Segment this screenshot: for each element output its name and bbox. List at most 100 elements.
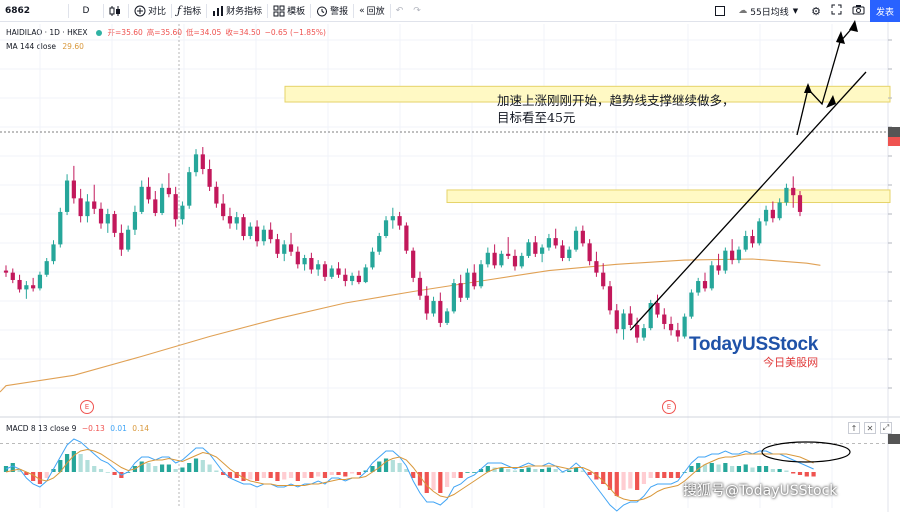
candle-body	[234, 217, 239, 224]
legend-symbol[interactable]: HAIDILAO · 1D · HKEX	[6, 28, 88, 37]
logo-english-text: TodayUSStock	[689, 334, 819, 355]
candle	[44, 258, 49, 277]
compare-button[interactable]: 对比	[129, 0, 171, 22]
alert-label: 警报	[330, 7, 349, 17]
macd-histogram-bar	[288, 472, 294, 478]
macd-histogram-bar	[98, 469, 104, 472]
candle	[411, 247, 416, 283]
macd-legend[interactable]: MACD 8 13 close 9 −0.13 0.01 0.14	[6, 424, 149, 433]
toolbar-divider	[103, 3, 104, 18]
candlesticks	[3, 147, 803, 343]
candle	[668, 316, 674, 336]
last-price-label	[888, 136, 900, 146]
candle	[485, 247, 490, 268]
candle-body	[139, 186, 144, 212]
alert-button[interactable]: 警报	[311, 0, 353, 22]
candle	[64, 174, 70, 216]
candle	[797, 191, 803, 217]
templates-button[interactable]: 模板	[268, 0, 310, 22]
candle-body	[791, 187, 796, 196]
candle	[153, 191, 158, 217]
pane-close-button[interactable]: ✕	[864, 422, 876, 434]
candle-body	[349, 275, 355, 282]
candle-body	[214, 186, 219, 204]
macd-histogram-bar	[723, 463, 728, 472]
macd-histogram-bar	[662, 472, 667, 478]
candle-body	[44, 261, 49, 275]
alarm-clock-icon	[316, 5, 328, 17]
candle	[78, 188, 83, 223]
financials-button[interactable]: 财务指标	[207, 0, 267, 22]
layout-button[interactable]	[710, 0, 730, 22]
symbol-input[interactable]: 6862	[5, 5, 31, 16]
candle-body	[37, 274, 43, 289]
indicators-button[interactable]: ƒ 指标	[172, 0, 206, 22]
candles-icon	[109, 5, 121, 17]
candle-body	[668, 323, 674, 331]
candle-body	[275, 239, 280, 254]
symbol-search[interactable]: 6862	[0, 0, 68, 22]
macd-histogram-bar	[390, 460, 395, 472]
candle-body	[573, 230, 579, 250]
macd-histogram-bar	[587, 472, 592, 475]
candle	[499, 250, 504, 268]
macd-histogram-bar	[614, 472, 619, 496]
candle	[10, 268, 15, 284]
candle-body	[166, 187, 171, 195]
screenshot-button[interactable]	[847, 0, 870, 22]
fullscreen-button[interactable]	[826, 0, 847, 22]
signal-line	[5, 448, 814, 501]
candle-body	[723, 250, 728, 271]
chart-style-button[interactable]	[104, 0, 128, 22]
candle-body	[777, 202, 782, 219]
macd-histogram-bar	[601, 472, 606, 484]
ma-144-line	[0, 258, 821, 393]
candle-body	[261, 229, 266, 242]
candle	[390, 207, 395, 229]
macd-histogram-bar	[234, 472, 239, 478]
undo-button[interactable]: ↶	[391, 0, 409, 22]
candle	[363, 264, 368, 284]
candle	[3, 265, 9, 277]
macd-histogram-bar	[51, 469, 56, 472]
macd-histogram-bar	[377, 461, 382, 472]
candle-body	[370, 251, 375, 268]
candle	[207, 159, 212, 191]
candle	[119, 224, 124, 256]
ma-legend[interactable]: MA 144 close 29.60	[6, 42, 84, 51]
crosshair-price-label	[888, 127, 900, 137]
macd-histogram-bar	[349, 472, 355, 474]
candle-body	[282, 244, 287, 254]
chart-annotation[interactable]: 加速上涨刚刚开始，趋势线支撑继续做多， 目标看至45元	[497, 92, 735, 126]
replay-button[interactable]: « 回放	[354, 0, 390, 22]
candle-body	[526, 242, 531, 256]
candle-body	[519, 255, 524, 267]
earnings-marker[interactable]: E	[662, 400, 676, 414]
publish-button[interactable]: 发表	[869, 0, 900, 22]
macd-histogram-bar	[438, 472, 443, 493]
rewind-icon: «	[359, 5, 365, 16]
pane-up-button[interactable]: ↑	[848, 422, 860, 434]
pane-maximize-button[interactable]: ⤢	[880, 422, 892, 434]
candle	[254, 220, 260, 247]
candle	[472, 264, 477, 290]
redo-button[interactable]: ↷	[408, 0, 426, 22]
candle	[709, 261, 714, 291]
ma-selector[interactable]: ☁ 55日均线 ▼	[730, 0, 806, 22]
candle-body	[709, 265, 714, 289]
earnings-marker[interactable]: E	[80, 400, 94, 414]
candle	[662, 308, 667, 330]
candle	[763, 205, 769, 226]
candle	[689, 289, 694, 319]
macd-histogram-bar	[472, 472, 477, 473]
compare-label: 对比	[148, 7, 167, 17]
macd-histogram-bar	[166, 464, 171, 472]
macd-histogram-bar	[31, 472, 36, 481]
candle-body	[478, 264, 484, 287]
interval-button[interactable]: D	[69, 0, 103, 22]
ma-selector-label: 55日均线	[750, 7, 789, 18]
settings-button[interactable]: ⚙	[806, 0, 826, 22]
arrow-head	[849, 20, 858, 32]
